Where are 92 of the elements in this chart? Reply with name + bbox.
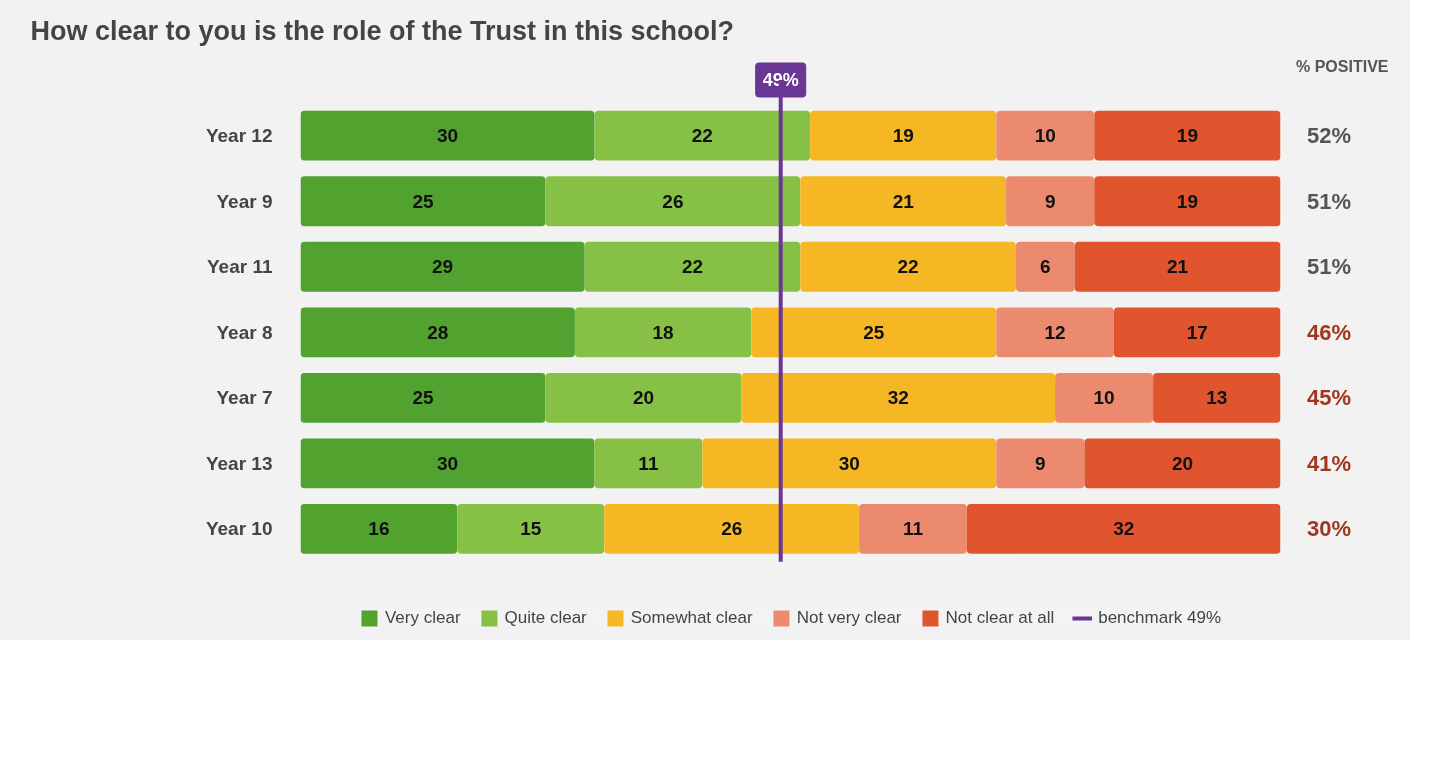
data-label: 16 bbox=[368, 518, 390, 540]
bar bbox=[800, 176, 1007, 227]
data-label: 22 bbox=[691, 125, 713, 147]
bar bbox=[966, 504, 1281, 554]
data-label: 20 bbox=[632, 387, 655, 409]
legend-label: Somewhat clear bbox=[630, 608, 753, 628]
bar bbox=[300, 110, 595, 161]
text: 51% bbox=[1306, 188, 1352, 214]
chart-title: How clear to you is the role of the Trust in this school? bbox=[30, 15, 735, 46]
data-label: 19 bbox=[1176, 190, 1198, 212]
data-label: 25 bbox=[412, 190, 434, 212]
bar bbox=[594, 110, 811, 161]
data-label: 6 bbox=[1040, 256, 1051, 278]
data-label: 18 bbox=[652, 321, 674, 343]
bar bbox=[604, 504, 860, 554]
data-label: 30 bbox=[436, 452, 459, 474]
text: 46% bbox=[1306, 319, 1352, 345]
bar bbox=[1153, 372, 1281, 423]
data-label: 22 bbox=[681, 256, 704, 278]
bar bbox=[996, 438, 1085, 489]
y-tick-label: Year 7 bbox=[216, 387, 273, 409]
bar bbox=[300, 504, 458, 554]
data-label: 13 bbox=[1206, 387, 1228, 409]
data-label: 25 bbox=[863, 321, 885, 343]
bar bbox=[1084, 438, 1281, 489]
y-tick-label: Year 13 bbox=[205, 452, 273, 474]
bar bbox=[300, 438, 595, 489]
data-label: 29 bbox=[432, 256, 454, 278]
data-label: 26 bbox=[721, 518, 743, 540]
data-label: 32 bbox=[1113, 518, 1135, 540]
bar bbox=[741, 372, 1056, 423]
bar bbox=[996, 110, 1095, 161]
bar bbox=[751, 307, 997, 358]
bar bbox=[300, 176, 546, 227]
bar bbox=[1094, 110, 1281, 161]
data-label: 15 bbox=[520, 518, 542, 540]
y-tick-label: Year 8 bbox=[216, 321, 273, 343]
y-tick-label: Year 11 bbox=[206, 256, 273, 278]
data-label: 17 bbox=[1186, 321, 1208, 343]
bar bbox=[996, 307, 1114, 358]
text: 51% bbox=[1306, 254, 1352, 280]
legend-label: Quite clear bbox=[504, 608, 587, 628]
y-tick-label: Year 10 bbox=[205, 518, 273, 540]
bar bbox=[574, 307, 752, 358]
data-label: 19 bbox=[1176, 125, 1198, 147]
data-label: 30 bbox=[436, 125, 459, 147]
data-label: 30 bbox=[838, 452, 860, 474]
bar bbox=[1006, 176, 1095, 227]
text: 52% bbox=[1306, 123, 1352, 149]
legend-label: Not very clear bbox=[796, 608, 902, 628]
text: benchmark 49% bbox=[1098, 608, 1222, 628]
data-label: 11 bbox=[902, 518, 924, 540]
bar bbox=[300, 241, 585, 292]
data-label: 26 bbox=[662, 190, 684, 212]
bar bbox=[1015, 241, 1075, 292]
bar bbox=[300, 372, 546, 423]
legend-label: Not clear at all bbox=[945, 608, 1055, 628]
bar bbox=[1113, 307, 1281, 358]
data-label: 21 bbox=[892, 190, 915, 212]
bar bbox=[545, 372, 742, 423]
bar bbox=[594, 438, 703, 489]
data-label: 9 bbox=[1035, 452, 1046, 474]
data-label: 28 bbox=[427, 321, 449, 343]
bar bbox=[800, 241, 1016, 292]
data-label: 25 bbox=[412, 387, 434, 409]
y-tick-label: Year 9 bbox=[216, 190, 273, 212]
text: 30% bbox=[1306, 516, 1352, 542]
bar bbox=[457, 504, 605, 554]
legend-label: Very clear bbox=[384, 608, 461, 628]
data-label: 12 bbox=[1044, 321, 1066, 343]
data-label: 32 bbox=[887, 387, 909, 409]
text: % POSITIVE bbox=[1296, 58, 1389, 76]
data-label: 9 bbox=[1044, 190, 1056, 212]
data-label: 22 bbox=[897, 256, 919, 278]
data-label: 19 bbox=[892, 125, 914, 147]
bar bbox=[702, 438, 997, 489]
bar bbox=[545, 176, 801, 227]
text: 45% bbox=[1306, 385, 1352, 411]
y-tick-label: Year 12 bbox=[205, 125, 273, 147]
data-label: 10 bbox=[1093, 387, 1115, 409]
data-label: 10 bbox=[1034, 125, 1056, 147]
text: 41% bbox=[1306, 450, 1352, 476]
bar bbox=[810, 110, 997, 161]
data-label: 11 bbox=[638, 452, 659, 474]
data-label: 21 bbox=[1167, 256, 1189, 278]
bar bbox=[1094, 176, 1281, 227]
bar bbox=[859, 504, 967, 554]
bar bbox=[1055, 372, 1154, 423]
data-label: 20 bbox=[1171, 452, 1194, 474]
bar bbox=[300, 307, 575, 358]
bar bbox=[1074, 241, 1281, 292]
bar bbox=[584, 241, 801, 292]
